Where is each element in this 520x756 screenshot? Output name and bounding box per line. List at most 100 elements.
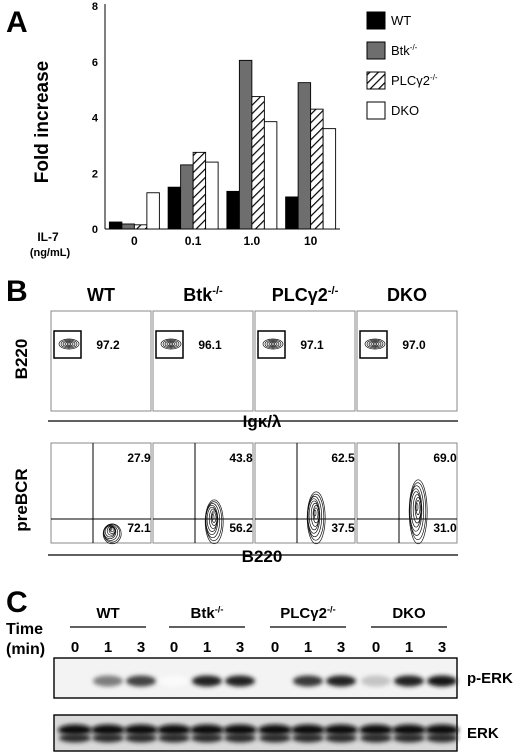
flow-lower-value: 56.2 <box>229 521 253 535</box>
perk-band-lane-6 <box>260 675 290 687</box>
flow-contour <box>308 500 320 531</box>
flow-gate <box>53 330 82 359</box>
bar-dko-1 <box>205 161 219 230</box>
erk-band-lower-2 <box>125 733 157 743</box>
flow-lower-value: 37.5 <box>331 521 355 535</box>
blot-time-label: 1 <box>405 639 413 656</box>
bar-wt-2 <box>226 190 240 230</box>
perk-band-lane-7 <box>293 675 323 687</box>
panel-label-c: C <box>6 586 28 619</box>
flow-contour <box>102 523 122 545</box>
flow-contour <box>168 342 174 346</box>
flow-lower-value: 72.1 <box>127 521 151 535</box>
legend-label-1: Btk-/- <box>391 43 418 58</box>
blot-time-label: 1 <box>203 639 211 656</box>
blot-time-label: 0 <box>271 639 279 656</box>
flow-plot-frame <box>356 310 458 412</box>
flow-contour <box>166 341 176 347</box>
perk-band-lane-8 <box>326 675 356 687</box>
bar-dko-2 <box>263 121 278 230</box>
erk-band-lane-8 <box>324 724 358 736</box>
flow-gate-value: 97.0 <box>402 338 426 352</box>
flow-contour <box>408 479 428 545</box>
erk-band-lower-0 <box>59 733 91 743</box>
flow-contour <box>66 342 72 346</box>
flow-gate-value: 97.2 <box>96 338 120 352</box>
erk-band-lower-1 <box>92 733 124 743</box>
blot-band2-label: ERK <box>467 725 499 742</box>
blot-time-label: Time <box>6 621 43 638</box>
flow-header-1: Btk-/- <box>183 285 223 305</box>
bar-wt-0 <box>108 221 123 230</box>
flow-contour <box>109 527 115 533</box>
flow-row-prebcr: 27.9 72.1 43.8 56.2 62.5 37.5 69.0 31.0 <box>50 442 458 545</box>
blot-time-label: 3 <box>337 639 345 656</box>
flow-contour <box>268 341 278 347</box>
x-tick-label: 1.0 <box>244 234 261 248</box>
flow-contour <box>415 500 421 516</box>
perk-blot-frame <box>53 657 458 699</box>
blot-group-headers: WT Btk-/- PLCγ2-/- DKO <box>70 604 447 628</box>
flow-gate <box>155 330 184 359</box>
perk-band-lane-4 <box>192 675 222 687</box>
flow-plot-frame <box>152 442 254 544</box>
legend-label-text: WT <box>391 13 411 28</box>
flow-contour <box>60 339 78 349</box>
flow-contour <box>266 340 280 348</box>
y-tick-label: 8 <box>92 1 98 13</box>
flow-upper-value: 62.5 <box>331 451 355 465</box>
flow-contour <box>370 341 380 347</box>
x-tick-labels: 0 0.1 1.0 10 <box>131 234 318 248</box>
legend-label-text: PLCγ2 <box>391 73 430 88</box>
flow-genotype-headers: WT Btk-/- PLCγ2 -/- DKO <box>87 285 427 305</box>
bar-dko-0 <box>146 192 160 230</box>
blot-time-label: 3 <box>137 639 145 656</box>
legend-swatch-0 <box>366 11 386 30</box>
flow-contour <box>262 338 284 350</box>
flow-row-igkl: 97.2 96.1 97.1 97.0 <box>50 310 458 412</box>
erk-band-lane-6 <box>258 724 292 736</box>
flow-plot-frame <box>254 310 356 412</box>
flow-contour <box>313 507 319 520</box>
flow-header-1-sup: -/- <box>212 285 223 297</box>
erk-band-lower-3 <box>158 733 190 743</box>
flow-header-2-text: PLCγ2 <box>272 285 328 305</box>
erk-band-lower-9 <box>360 733 392 743</box>
bar-plc2-1 <box>192 151 207 230</box>
legend-label-text: DKO <box>391 103 419 118</box>
perk-bands <box>93 675 457 687</box>
erk-bands <box>58 724 459 743</box>
x-axis-unit: (ng/mL) <box>30 247 71 259</box>
x-tick-label: 0.1 <box>185 234 202 248</box>
perk-band-lane-11 <box>427 675 457 687</box>
erk-band-lower-10 <box>393 733 425 743</box>
flow-contour <box>306 491 326 545</box>
legend-label-3: DKO <box>391 103 419 118</box>
flow-header-3-text: DKO <box>387 285 427 305</box>
blot-time-label: 0 <box>170 639 178 656</box>
flow-row2-xlabel: B220 <box>242 547 283 566</box>
flow-lower-value: 31.0 <box>433 521 457 535</box>
bar-dko-3 <box>322 128 337 230</box>
blot-header-2: PLCγ2-/- <box>280 604 335 622</box>
bar-marks <box>108 59 337 230</box>
legend-swatch-3 <box>366 101 386 120</box>
legend-label-text: Btk <box>391 43 410 58</box>
legend-label-sup: -/- <box>430 73 438 82</box>
blot-header-1: Btk-/- <box>191 604 224 622</box>
flow-header-0-text: WT <box>87 285 115 305</box>
x-axis-label: IL-7 <box>37 230 59 244</box>
perk-band-lane-1 <box>93 675 123 687</box>
flow-row2-ylabel: preBCR <box>12 468 31 531</box>
flow-contour <box>164 340 178 348</box>
blot-header-1-text: Btk <box>191 605 216 622</box>
erk-band-lane-2 <box>124 724 158 736</box>
erk-band-lane-5 <box>223 724 257 736</box>
erk-band-lane-1 <box>91 724 125 736</box>
blot-header-2-sup: -/- <box>327 604 336 614</box>
legend-label-0: WT <box>391 13 411 28</box>
erk-band-lane-10 <box>392 724 426 736</box>
erk-band-lane-11 <box>425 724 459 736</box>
bar-btk-3 <box>297 82 312 230</box>
